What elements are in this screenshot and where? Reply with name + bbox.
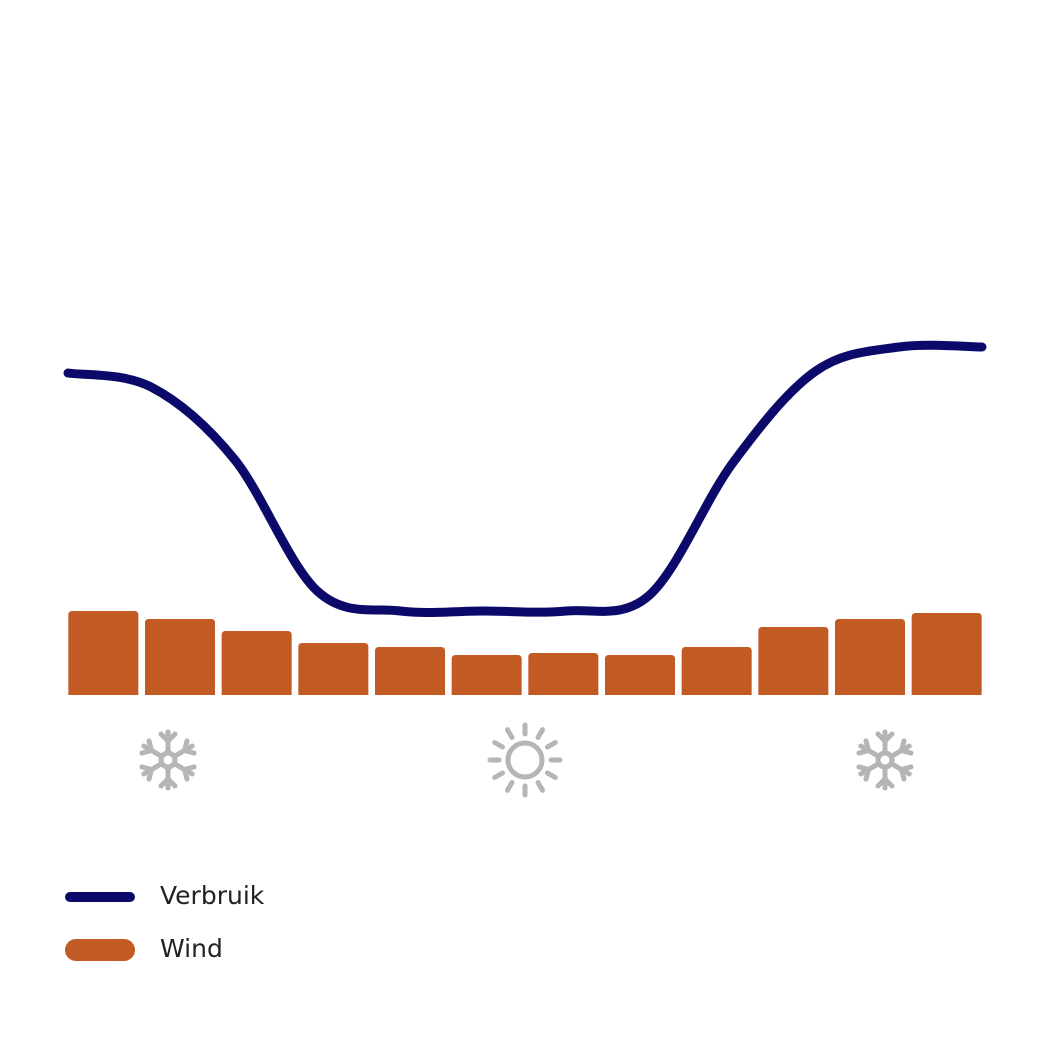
legend-label: Verbruik	[160, 881, 265, 910]
legend-label: Wind	[160, 934, 223, 963]
bar	[221, 631, 292, 695]
bar	[451, 655, 522, 695]
bar	[681, 647, 752, 695]
bar	[911, 613, 982, 695]
line	[63, 340, 987, 617]
snowflake-icon	[140, 729, 195, 791]
snowflake-icon	[857, 732, 912, 788]
bar	[68, 611, 139, 695]
bar	[758, 627, 829, 695]
bar	[375, 647, 445, 695]
bar	[605, 655, 675, 695]
bar	[835, 619, 905, 695]
legend-swatch	[65, 939, 135, 961]
bar	[298, 643, 369, 695]
bar	[528, 653, 599, 695]
sun-icon	[477, 712, 573, 808]
bar	[145, 619, 215, 695]
